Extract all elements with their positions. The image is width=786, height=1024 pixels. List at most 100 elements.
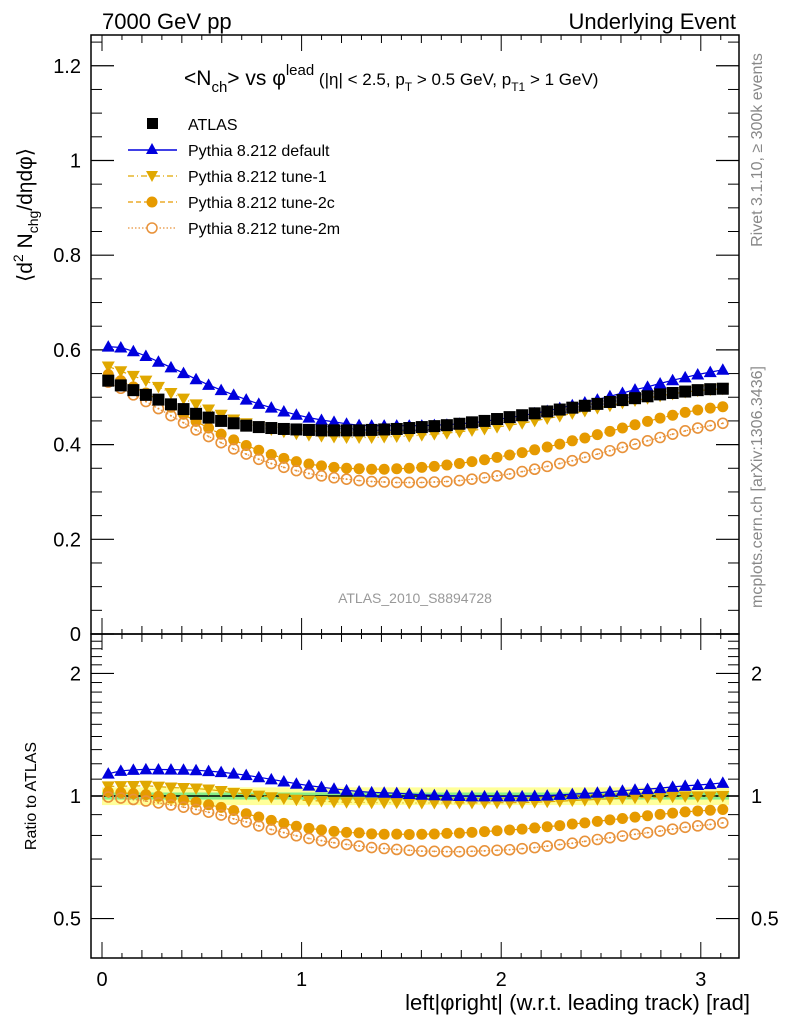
data-point-pythia-8-212-tune-2c: [215, 428, 227, 440]
data-point-pythia-8-212-tune-2m-center: [232, 447, 235, 450]
data-point-pythia-8-212-tune-2m: [604, 444, 616, 457]
data-point-pythia-8-212-tune-2m-center: [521, 470, 524, 473]
data-point-pythia-8-212-tune-2m-center: [533, 468, 536, 471]
y-tick-label: 0: [70, 624, 81, 646]
data-point-pythia-8-212-tune-2c: [642, 415, 654, 427]
ratio-y-tick-label-right: 2: [751, 663, 762, 685]
data-point-atlas: [553, 403, 566, 416]
ratio-point-pythia-8-212-tune-2m-center: [470, 850, 473, 853]
ratio-point-pythia-8-212-tune-2m-center: [445, 850, 448, 853]
ratio-point-pythia-8-212-default: [528, 789, 542, 801]
ratio-point-pythia-8-212-tune-1: [227, 787, 241, 800]
data-point-pythia-8-212-tune-2m-center: [220, 441, 223, 444]
ratio-point-pythia-8-212-tune-2c: [328, 825, 340, 837]
ratio-point-pythia-8-212-default: [565, 787, 579, 800]
ratio-point-pythia-8-212-default: [189, 763, 203, 776]
ratio-point-pythia-8-212-tune-2c: [353, 827, 365, 839]
ratio-point-pythia-8-212-tune-1: [114, 781, 128, 793]
data-point-pythia-8-212-tune-2m: [566, 454, 579, 467]
ratio-point-pythia-8-212-tune-2c: [303, 822, 315, 834]
data-point-pythia-8-212-tune-2m: [190, 424, 202, 436]
ratio-point-pythia-8-212-default: [139, 762, 153, 775]
data-point-pythia-8-212-tune-2m-center: [558, 462, 561, 465]
data-point-atlas: [491, 413, 504, 426]
ratio-y-axis-label: Ratio to ATLAS: [23, 742, 40, 850]
ratio-point-pythia-8-212-tune-2m-center: [395, 848, 398, 851]
ratio-point-pythia-8-212-tune-2m-center: [521, 847, 524, 850]
ratio-point-pythia-8-212-tune-2c: [679, 806, 691, 818]
data-point-pythia-8-212-tune-2c: [328, 461, 340, 473]
ratio-point-pythia-8-212-tune-2m: [290, 829, 303, 842]
data-point-pythia-8-212-tune-2m-center: [245, 453, 248, 456]
x-tick-label: 3: [695, 969, 706, 991]
data-point-pythia-8-212-tune-2m-center: [634, 443, 637, 446]
data-point-pythia-8-212-tune-1: [177, 393, 191, 406]
data-point-atlas: [616, 394, 629, 407]
ratio-point-pythia-8-212-tune-2m: [227, 813, 240, 825]
data-point-pythia-8-212-tune-2m-center: [571, 459, 574, 462]
ratio-point-pythia-8-212-tune-2c: [579, 817, 591, 829]
data-point-pythia-8-212-tune-2c: [479, 454, 491, 466]
ratio-point-pythia-8-212-tune-2m-center: [596, 838, 599, 841]
ratio-point-pythia-8-212-tune-2m: [691, 820, 704, 832]
ratio-point-pythia-8-212-default: [352, 785, 366, 797]
ratio-point-pythia-8-212-default: [427, 788, 441, 801]
data-point-pythia-8-212-tune-2m: [591, 448, 604, 460]
ratio-point-pythia-8-212-tune-1: [691, 791, 705, 803]
ratio-point-pythia-8-212-tune-1: [427, 797, 441, 810]
legend-marker-square-icon: [147, 118, 158, 129]
ratio-point-pythia-8-212-tune-1: [277, 793, 291, 805]
data-point-pythia-8-212-tune-2c: [667, 409, 679, 421]
y-tick-label: 0.8: [53, 245, 81, 267]
ratio-point-pythia-8-212-default: [214, 765, 228, 778]
ratio-point-pythia-8-212-tune-2m-center: [270, 828, 273, 831]
ratio-point-pythia-8-212-tune-2m: [353, 840, 365, 852]
data-point-pythia-8-212-tune-2c: [265, 449, 277, 461]
data-point-pythia-8-212-tune-2m: [215, 436, 227, 449]
data-point-pythia-8-212-tune-2m-center: [307, 472, 310, 475]
data-point-pythia-8-212-tune-2c: [629, 419, 641, 431]
x-tick-label: 2: [496, 969, 507, 991]
data-point-atlas: [641, 390, 654, 403]
ratio-point-pythia-8-212-tune-2m: [140, 795, 152, 807]
ratio-point-pythia-8-212-tune-2m: [503, 843, 516, 856]
data-point-atlas: [114, 379, 127, 392]
ratio-point-pythia-8-212-default: [227, 767, 241, 779]
ratio-point-pythia-8-212-tune-2m: [165, 799, 177, 811]
data-point-pythia-8-212-tune-2m-center: [696, 427, 699, 430]
data-point-atlas: [704, 383, 717, 396]
data-point-pythia-8-212-tune-2m-center: [320, 474, 323, 477]
ratio-point-pythia-8-212-tune-2m-center: [621, 834, 624, 837]
ratio-point-pythia-8-212-tune-2c: [692, 805, 704, 817]
ratio-point-pythia-8-212-default: [653, 781, 667, 794]
data-point-pythia-8-212-tune-2m-center: [345, 478, 348, 481]
ratio-point-pythia-8-212-tune-2m-center: [420, 850, 423, 853]
data-point-pythia-8-212-tune-2m: [679, 425, 691, 437]
ratio-point-pythia-8-212-tune-2m: [202, 806, 215, 818]
legend-entry-atlas: ATLAS: [147, 117, 238, 134]
ratio-point-pythia-8-212-tune-1: [202, 784, 216, 797]
ratio-point-pythia-8-212-tune-2m-center: [684, 826, 687, 829]
plot-title: <Nch> vs φlead (|η| < 2.5, pT > 0.5 GeV,…: [184, 62, 598, 96]
title-prefix: <N: [184, 67, 211, 90]
ratio-point-pythia-8-212-tune-2m: [716, 817, 729, 829]
data-point-pythia-8-212-tune-2m-center: [408, 481, 411, 484]
ratio-point-pythia-8-212-tune-1: [214, 785, 228, 798]
ratio-point-pythia-8-212-tune-2m: [265, 823, 278, 836]
title-cuts-mid: > 0.5 GeV, p: [412, 70, 511, 89]
data-point-pythia-8-212-default: [227, 388, 241, 400]
data-point-pythia-8-212-tune-2m: [303, 467, 315, 480]
data-point-pythia-8-212-tune-2c: [290, 456, 302, 468]
data-point-pythia-8-212-tune-2m: [478, 471, 491, 484]
ratio-point-pythia-8-212-tune-2m-center: [358, 845, 361, 848]
data-point-pythia-8-212-tune-2m: [240, 448, 253, 460]
ratio-point-pythia-8-212-tune-2m: [365, 841, 378, 854]
data-point-atlas: [516, 409, 529, 422]
ratio-point-pythia-8-212-default: [666, 780, 680, 792]
data-point-pythia-8-212-tune-2m-center: [470, 478, 473, 481]
ratio-point-pythia-8-212-tune-2m-center: [634, 833, 637, 836]
ratio-point-pythia-8-212-tune-1: [402, 798, 416, 810]
legend-entry-tune-1: Pythia 8.212 tune-1: [128, 169, 327, 186]
legend-marker-triangle-up-icon: [146, 143, 158, 154]
ratio-point-pythia-8-212-default: [553, 788, 567, 800]
